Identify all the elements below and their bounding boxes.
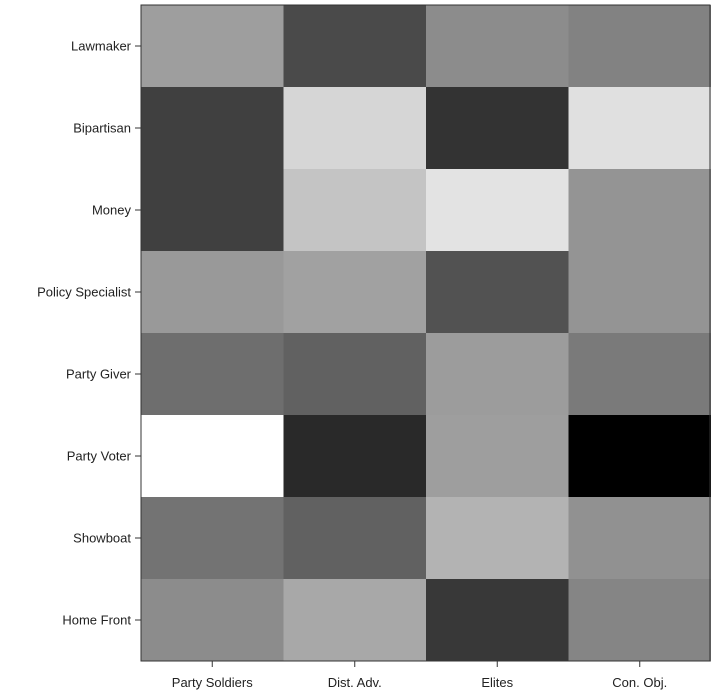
x-tick-label: Dist. Adv. <box>328 675 382 690</box>
heatmap-cell-4-2 <box>426 333 569 416</box>
heatmap-cell-4-1 <box>283 333 427 416</box>
heatmap-cell-5-0 <box>141 415 284 498</box>
heatmap-cell-6-1 <box>283 497 427 580</box>
heatmap-cell-5-1 <box>283 415 427 498</box>
x-tick-label: Party Soldiers <box>172 675 253 690</box>
heatmap-cell-4-3 <box>568 333 711 416</box>
heatmap-cell-1-1 <box>283 87 427 170</box>
heatmap-cell-6-3 <box>568 497 711 580</box>
heatmap-cell-3-3 <box>568 251 711 334</box>
y-tick-label: Bipartisan <box>73 121 131 136</box>
y-tick-label: Home Front <box>62 613 131 628</box>
heatmap-cell-4-0 <box>141 333 284 416</box>
y-tick-label: Party Giver <box>66 367 132 382</box>
plot-frame <box>140 4 711 662</box>
heatmap-cell-0-0 <box>141 5 284 88</box>
x-tick-label: Con. Obj. <box>612 675 667 690</box>
heatmap-cell-2-1 <box>283 169 427 252</box>
y-tick-label: Policy Specialist <box>37 285 131 300</box>
x-tick-label: Elites <box>481 675 513 690</box>
heatmap-cell-0-3 <box>568 5 711 88</box>
heatmap-cell-7-3 <box>568 579 711 662</box>
heatmap-cell-0-1 <box>283 5 427 88</box>
y-tick-label: Showboat <box>73 531 131 546</box>
heatmap-cell-7-0 <box>141 579 284 662</box>
heatmap-cell-2-3 <box>568 169 711 252</box>
heatmap-cell-3-2 <box>426 251 569 334</box>
y-axis: Lawmaker Bipartisan Money Policy Specialist… <box>37 39 141 628</box>
heatmap-cell-2-0 <box>141 169 284 252</box>
heatmap-cell-0-2 <box>426 5 569 88</box>
heatmap-cell-3-0 <box>141 251 284 334</box>
heatmap-cell-5-3 <box>568 415 711 498</box>
heatmap-cell-6-2 <box>426 497 569 580</box>
heatmap-cell-7-1 <box>283 579 427 662</box>
heatmap-cell-5-2 <box>426 415 569 498</box>
x-axis: Party Soldiers Dist. Adv. Elites Con. Obj. <box>172 661 667 690</box>
heatmap-cell-1-2 <box>426 87 569 170</box>
heatmap-cell-6-0 <box>141 497 284 580</box>
heatmap-cell-7-2 <box>426 579 569 662</box>
heatmap-cell-1-3 <box>568 87 711 170</box>
y-tick-label: Lawmaker <box>71 39 132 54</box>
heatmap-cell-3-1 <box>283 251 427 334</box>
y-tick-label: Money <box>92 203 132 218</box>
heatmap-cell-2-2 <box>426 169 569 252</box>
heatmap-cells <box>141 5 711 662</box>
heatmap-cell-1-0 <box>141 87 284 170</box>
y-tick-label: Party Voter <box>67 449 132 464</box>
